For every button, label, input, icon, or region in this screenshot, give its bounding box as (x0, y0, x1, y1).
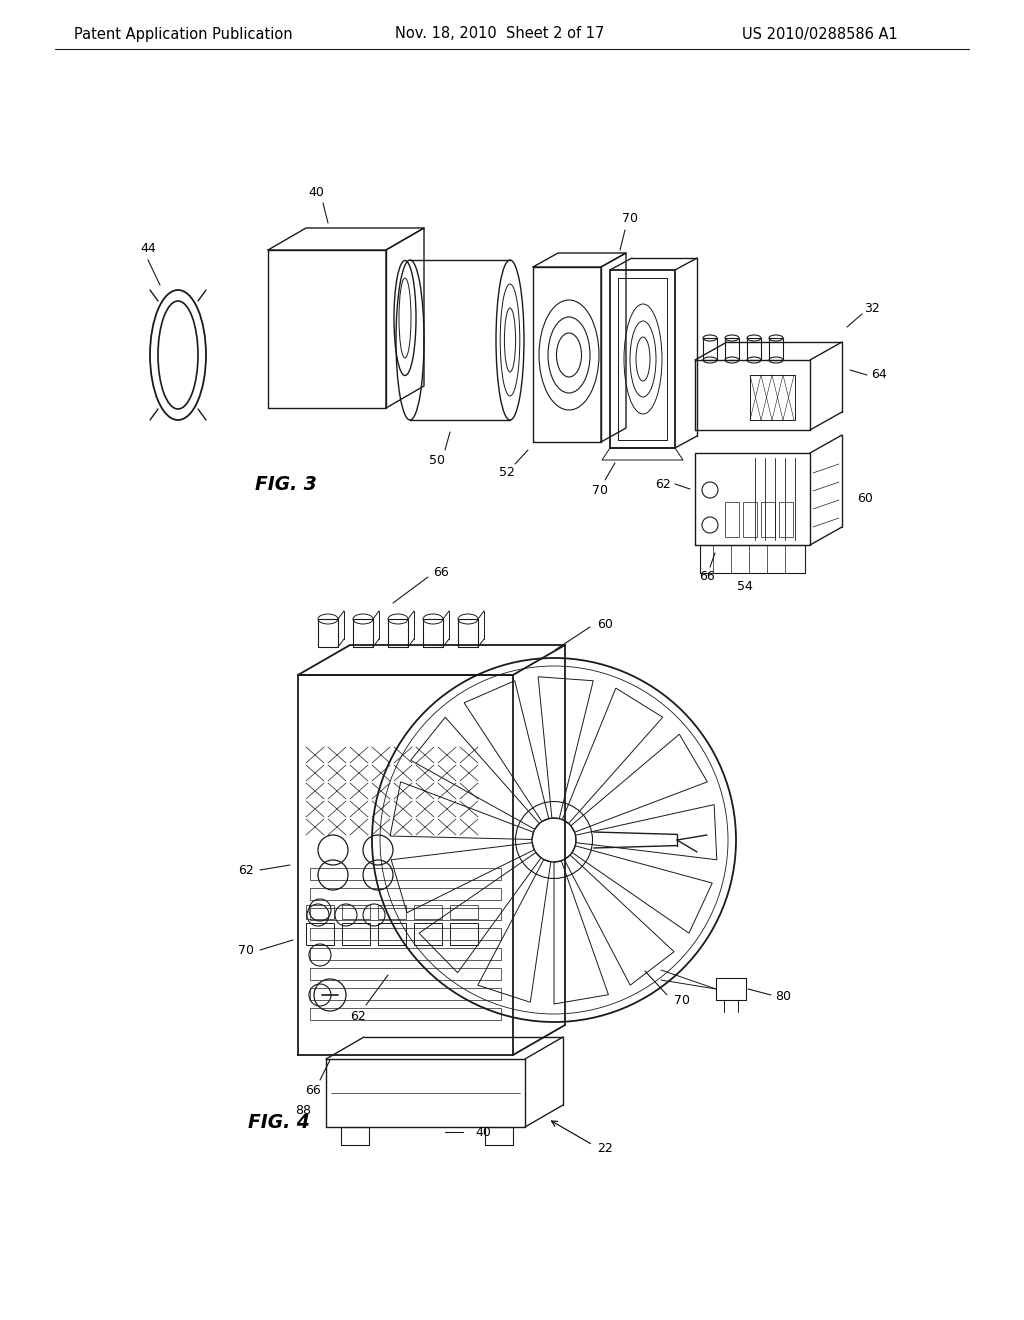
Text: 32: 32 (864, 302, 880, 315)
Text: 66: 66 (699, 570, 715, 583)
Text: 66: 66 (305, 1085, 321, 1097)
Text: 52: 52 (499, 466, 515, 479)
Text: 70: 70 (674, 994, 690, 1007)
Bar (414, 923, 442, 945)
Text: 64: 64 (871, 368, 887, 381)
Bar (306, 906, 334, 919)
Text: 88: 88 (295, 1104, 311, 1117)
Bar (310, 987, 501, 1001)
Text: 22: 22 (597, 1143, 613, 1155)
Text: 62: 62 (239, 863, 254, 876)
Bar (414, 906, 442, 919)
Bar (310, 869, 501, 880)
Text: 70: 70 (592, 483, 608, 496)
Text: 50: 50 (429, 454, 445, 466)
Text: 62: 62 (655, 478, 671, 491)
Text: 62: 62 (350, 1011, 366, 1023)
Text: Nov. 18, 2010  Sheet 2 of 17: Nov. 18, 2010 Sheet 2 of 17 (395, 26, 605, 41)
Text: 40: 40 (475, 1126, 490, 1138)
Text: 66: 66 (433, 565, 449, 578)
Bar (310, 888, 501, 900)
Bar (750, 375, 795, 420)
Bar (450, 923, 478, 945)
Bar (761, 502, 775, 537)
Bar (743, 502, 757, 537)
Text: FIG. 3: FIG. 3 (255, 475, 316, 495)
Bar (310, 908, 501, 920)
Text: 54: 54 (737, 581, 753, 594)
Bar (310, 948, 501, 960)
Text: US 2010/0288586 A1: US 2010/0288586 A1 (742, 26, 898, 41)
Bar (725, 502, 739, 537)
Bar (342, 923, 370, 945)
Bar (779, 502, 793, 537)
Text: 80: 80 (775, 990, 791, 1002)
Text: 70: 70 (238, 944, 254, 957)
Bar (450, 906, 478, 919)
Bar (378, 906, 406, 919)
Text: FIG. 4: FIG. 4 (248, 1113, 309, 1131)
Text: 44: 44 (140, 242, 156, 255)
Bar (310, 968, 501, 979)
Text: 40: 40 (308, 186, 324, 198)
Text: 60: 60 (857, 492, 872, 506)
Text: 70: 70 (622, 213, 638, 226)
Bar (306, 923, 334, 945)
Bar (310, 928, 501, 940)
Text: Patent Application Publication: Patent Application Publication (74, 26, 292, 41)
Bar (342, 906, 370, 919)
Bar (310, 1008, 501, 1020)
Bar (378, 923, 406, 945)
Text: 60: 60 (597, 619, 613, 631)
